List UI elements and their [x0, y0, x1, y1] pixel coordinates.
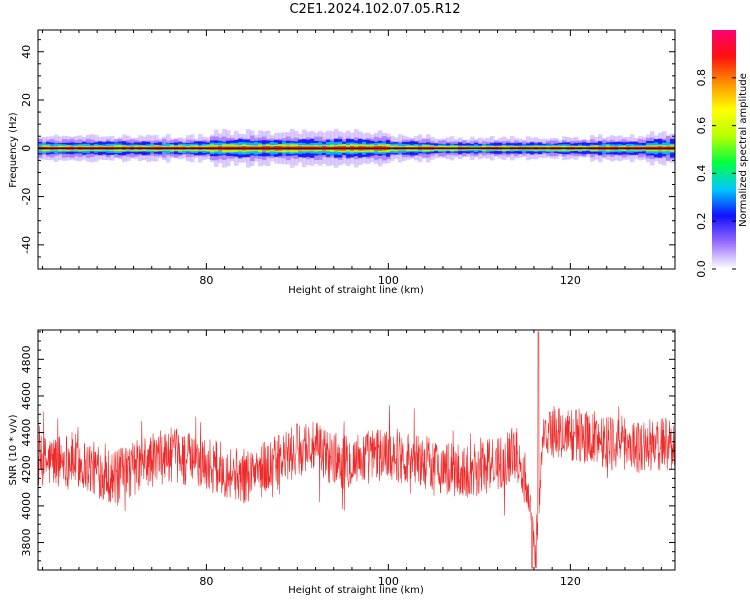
snr-series-line: [38, 331, 675, 569]
bottom-y-axis-label: SNR (10 * v/v): [8, 414, 19, 485]
top-y-tick-label: 20: [20, 93, 33, 107]
bottom-plot-frame: [37, 329, 676, 571]
colorbar-tick-label: 0.0: [695, 260, 708, 278]
spectrogram-band: [38, 128, 675, 168]
colorbar-tick-label: 0.8: [695, 69, 708, 87]
bottom-y-tick-label: 4400: [20, 419, 33, 447]
top-y-tick-label: 40: [20, 45, 33, 59]
bottom-x-tick-label: 100: [378, 575, 399, 588]
colorbar-axes: 0.0 0.2 0.4 0.6 0.8: [695, 69, 736, 278]
top-x-tick-label: 100: [378, 274, 399, 287]
top-y-tick-label: 0: [20, 145, 33, 152]
top-y-axis-label: Frequency (Hz): [8, 112, 19, 188]
bottom-y-tick-label: 4800: [20, 345, 33, 373]
top-x-tick-label: 120: [560, 274, 581, 287]
colorbar-tick-label: 0.6: [695, 117, 708, 135]
top-x-tick-label: 80: [199, 274, 213, 287]
colorbar-label: Normalized spectral amplitude: [738, 73, 749, 227]
top-x-axis-label: Height of straight line (km): [288, 285, 424, 296]
bottom-y-tick-label: 4200: [20, 455, 33, 483]
bottom-x-tick-label: 80: [199, 575, 213, 588]
colorbar-tick-label: 0.4: [695, 165, 708, 183]
bottom-x-tick-label: 120: [560, 575, 581, 588]
bottom-axes: 80 100 120 3800 4000 4200 4400 4600 4800: [20, 330, 675, 588]
bottom-y-tick-label: 3800: [20, 529, 33, 557]
bottom-y-tick-label: 4600: [20, 382, 33, 410]
colorbar-tick-label: 0.2: [695, 212, 708, 230]
chart-title: C2E1.2024.102.07.05.R12: [289, 2, 461, 17]
top-y-tick-label: -40: [20, 236, 33, 254]
top-axes: 80 100 120 -40 -20 0 20 40: [20, 30, 675, 287]
bottom-x-axis-label: Height of straight line (km): [288, 585, 424, 596]
colorbar: [712, 30, 736, 269]
bottom-y-tick-label: 4000: [20, 492, 33, 520]
top-y-tick-label: -20: [20, 188, 33, 206]
top-plot-frame: [37, 29, 676, 270]
